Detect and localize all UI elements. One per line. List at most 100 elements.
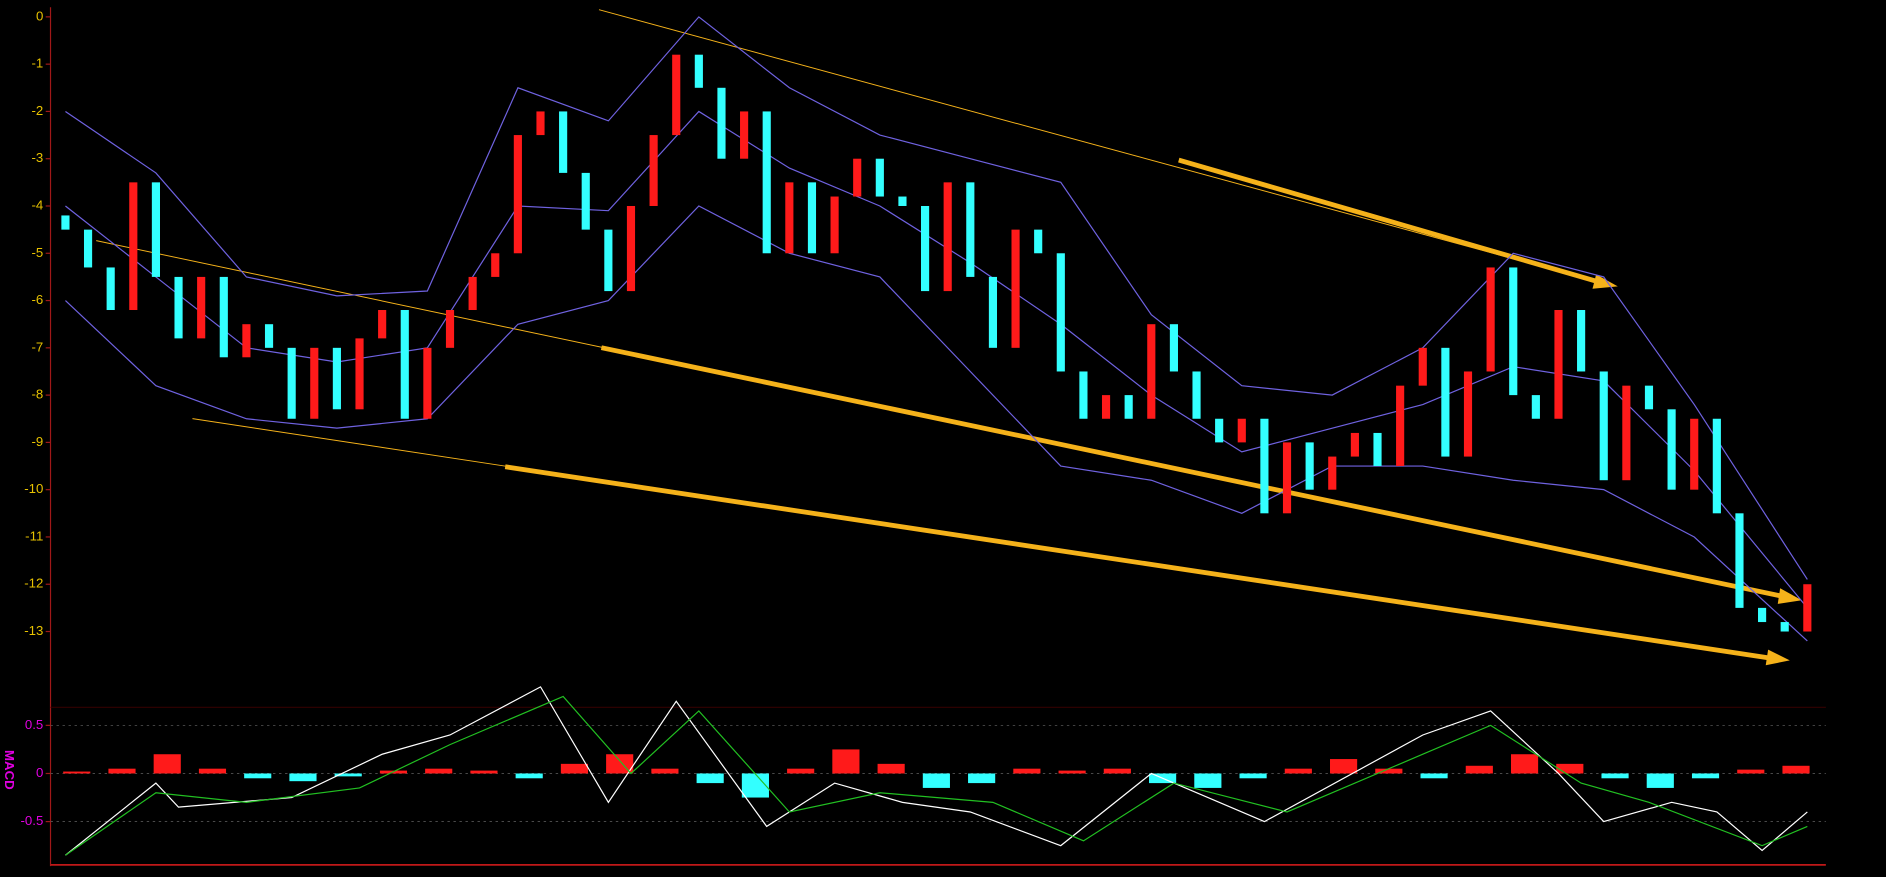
candle — [400, 310, 409, 419]
histogram-bar — [1330, 759, 1358, 774]
trend-arrow — [600, 345, 1791, 601]
candle — [1192, 371, 1201, 419]
candle — [1147, 324, 1156, 419]
candle — [762, 111, 771, 254]
histogram-bar — [1556, 763, 1584, 774]
candle — [310, 347, 319, 419]
candle — [1237, 418, 1246, 443]
candle — [1712, 418, 1721, 514]
y-tick-label: -11 — [25, 528, 43, 543]
candle — [1780, 622, 1789, 632]
candle — [83, 229, 93, 268]
candle — [1079, 371, 1088, 419]
trend-line — [598, 9, 1606, 285]
y-tick-label: -4 — [32, 197, 44, 212]
candle — [1124, 395, 1133, 419]
histogram-bar — [1782, 765, 1810, 774]
histogram-bar — [1375, 768, 1403, 774]
candle — [1373, 432, 1382, 467]
candle — [355, 338, 364, 410]
macd-label: MACD — [2, 750, 17, 790]
candle — [468, 276, 477, 311]
candle — [219, 276, 228, 358]
candle — [287, 347, 296, 419]
candle — [672, 54, 681, 136]
candle — [151, 182, 160, 277]
histogram-bar — [1239, 773, 1267, 779]
indicator-line — [65, 205, 1808, 642]
candle — [445, 310, 455, 348]
candle — [61, 215, 70, 230]
y-tick-label: -10 — [24, 481, 43, 496]
candle — [1034, 229, 1043, 254]
candle — [1101, 395, 1111, 419]
candle — [1599, 371, 1608, 481]
candle — [717, 87, 726, 159]
candle — [1554, 310, 1563, 419]
candle — [604, 229, 613, 292]
candle — [378, 310, 387, 339]
histogram-bar — [560, 763, 589, 774]
candle — [1418, 347, 1427, 386]
candle — [1758, 607, 1767, 623]
y-tick-label: -12 — [24, 576, 43, 591]
histogram-bar — [696, 773, 724, 784]
candle — [1622, 385, 1631, 481]
histogram-bar — [1194, 773, 1222, 788]
candle — [1328, 456, 1337, 490]
candle — [1735, 513, 1744, 608]
candle — [242, 324, 251, 358]
y-tick-label: -2 — [32, 103, 44, 118]
histogram-bar — [1646, 773, 1674, 788]
candle — [1486, 267, 1495, 372]
candle — [1396, 385, 1405, 467]
candle — [830, 196, 839, 254]
candle — [1011, 229, 1020, 348]
histogram-bar — [470, 770, 498, 774]
candle — [174, 276, 183, 339]
histogram-bar — [244, 773, 272, 779]
candle — [1690, 418, 1699, 490]
histogram-bar — [153, 754, 181, 774]
indicator-line — [65, 695, 1808, 856]
candle — [1056, 253, 1065, 372]
candle — [1463, 371, 1473, 457]
candle — [988, 276, 998, 348]
indicator-line — [65, 686, 1808, 856]
y-tick-label: -6 — [32, 292, 44, 307]
candle — [1644, 385, 1654, 410]
trend-arrow — [1178, 157, 1607, 287]
candle — [1509, 267, 1518, 396]
y-tick-label: -3 — [32, 150, 44, 165]
y-tick-label: -5 — [32, 245, 44, 260]
histogram-bar — [108, 768, 136, 774]
candle — [1169, 324, 1178, 372]
histogram-bar — [787, 768, 815, 774]
candle — [513, 135, 522, 254]
candle — [943, 182, 952, 292]
candle — [740, 111, 749, 159]
y-tick-label: 0 — [36, 765, 43, 780]
candle — [785, 182, 794, 254]
y-tick-label: -9 — [32, 434, 44, 449]
histogram-bar — [1420, 773, 1448, 779]
candle — [1350, 432, 1359, 457]
candle — [581, 172, 590, 230]
candle — [649, 135, 658, 206]
y-tick-label: -7 — [32, 339, 44, 354]
histogram-bar — [832, 749, 860, 774]
candle — [559, 111, 568, 173]
y-tick-label: -1 — [32, 56, 44, 71]
candle — [1305, 442, 1314, 490]
histogram-bar — [1465, 765, 1493, 774]
candle — [332, 347, 341, 410]
candle — [898, 196, 907, 206]
histogram-bar — [877, 763, 905, 774]
candle — [875, 158, 884, 197]
candle — [921, 205, 930, 292]
candle — [966, 182, 975, 277]
candle — [807, 182, 817, 254]
candle — [1803, 584, 1812, 632]
